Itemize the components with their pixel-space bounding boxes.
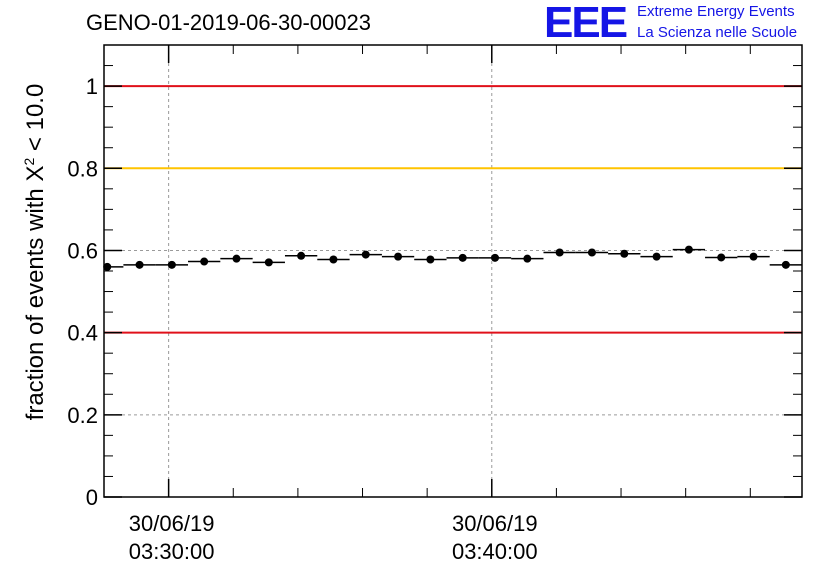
data-point — [426, 255, 435, 264]
chart-title: GENO-01-2019-06-30-00023 — [86, 10, 371, 35]
data-point — [717, 253, 726, 262]
x-tick-label-time: 03:30:00 — [129, 539, 215, 564]
data-point — [361, 250, 370, 259]
data-point — [684, 245, 693, 254]
y-tick-label: 1 — [86, 74, 98, 99]
data-point — [232, 254, 241, 263]
eee-logo-mark: EEE — [544, 0, 628, 47]
x-tick-label-time: 03:40:00 — [452, 539, 538, 564]
x-tick-label-date: 30/06/19 — [129, 511, 215, 536]
x-tick-label-date: 30/06/19 — [452, 511, 538, 536]
data-point — [781, 260, 790, 269]
data-point — [620, 249, 629, 258]
logo-line-1: Extreme Energy Events — [637, 3, 795, 20]
data-point — [523, 254, 532, 263]
data-point — [491, 253, 500, 262]
data-point — [264, 258, 273, 267]
y-tick-label: 0.6 — [67, 238, 98, 263]
logo-line-2: La Scienza nelle Scuole — [637, 24, 798, 41]
y-tick-label: 0.2 — [67, 403, 98, 428]
y-tick-label: 0.4 — [67, 321, 98, 346]
data-point — [652, 252, 661, 261]
data-point — [587, 248, 596, 257]
eee-logo: EEE Extreme Energy Events La Scienza nel… — [544, 0, 834, 47]
data-point — [329, 255, 338, 264]
plot-frame — [103, 44, 803, 498]
data-point — [103, 262, 112, 271]
data-point — [297, 251, 306, 260]
data-point — [555, 248, 564, 257]
y-tick-label: 0 — [86, 485, 98, 510]
data-point — [749, 252, 758, 261]
data-point — [458, 253, 467, 262]
data-point — [394, 252, 403, 261]
data-point — [135, 260, 144, 269]
y-tick-label: 0.8 — [67, 156, 98, 181]
data-point — [167, 260, 176, 269]
data-point — [200, 257, 209, 266]
